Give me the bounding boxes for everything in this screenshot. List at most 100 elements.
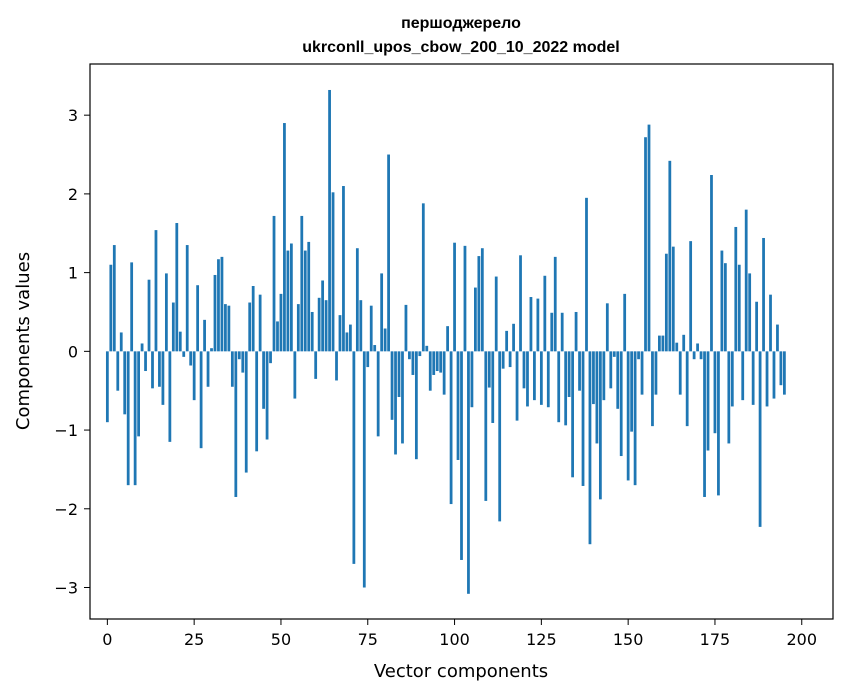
bar xyxy=(658,335,661,352)
bar xyxy=(699,351,703,360)
bar xyxy=(685,351,689,427)
bar xyxy=(175,223,179,352)
bar xyxy=(571,351,574,478)
chart-subtitle: ukrconll_upos_cbow_200_10_2022 model xyxy=(302,39,619,56)
x-tick-label: 150 xyxy=(613,630,644,649)
bar xyxy=(741,351,745,401)
bar xyxy=(355,248,359,352)
bar xyxy=(140,343,144,352)
bar xyxy=(116,351,120,391)
bar xyxy=(380,273,384,352)
bar xyxy=(477,256,481,352)
bar xyxy=(595,351,599,444)
bar xyxy=(654,351,658,395)
bar xyxy=(442,351,446,395)
x-tick-label: 200 xyxy=(786,630,817,649)
bar xyxy=(283,123,286,352)
bar xyxy=(262,351,265,409)
bar xyxy=(772,351,776,399)
y-tick-label: 1 xyxy=(68,264,78,283)
bar xyxy=(557,351,561,423)
bar xyxy=(241,351,245,373)
bar xyxy=(637,351,640,360)
bar xyxy=(227,305,231,352)
bar xyxy=(501,351,505,369)
bar xyxy=(404,304,408,352)
bar xyxy=(703,351,706,497)
y-tick-label: 2 xyxy=(68,185,78,204)
bar xyxy=(758,351,762,527)
bar xyxy=(352,351,356,564)
bar xyxy=(664,253,668,352)
bar xyxy=(560,312,564,352)
x-axis-ticks: 0 25 50 75 100 125 150 175 200 xyxy=(102,619,817,649)
bar xyxy=(158,351,161,387)
bar xyxy=(567,351,571,397)
x-tick-label: 75 xyxy=(358,630,378,649)
bar xyxy=(185,245,189,352)
bar xyxy=(616,351,620,409)
bar xyxy=(359,300,363,352)
bar xyxy=(644,137,647,352)
bar xyxy=(765,351,769,407)
bar xyxy=(144,351,147,372)
bar xyxy=(706,351,710,451)
bar xyxy=(394,351,397,455)
bar xyxy=(279,293,283,352)
bar xyxy=(349,324,352,352)
bar xyxy=(338,315,342,352)
bar xyxy=(182,351,186,357)
bar xyxy=(265,351,269,440)
bar xyxy=(133,351,137,486)
bar xyxy=(258,294,262,352)
bar xyxy=(612,351,616,357)
bar xyxy=(321,280,325,352)
bar xyxy=(401,351,404,444)
bar xyxy=(494,276,498,352)
bar xyxy=(387,154,390,352)
bar xyxy=(248,302,252,352)
bar xyxy=(623,293,627,352)
bar xyxy=(151,351,154,389)
bar xyxy=(460,351,463,560)
bar xyxy=(546,351,550,408)
bar xyxy=(543,275,547,352)
bar xyxy=(286,250,290,352)
bar xyxy=(244,351,248,473)
bar xyxy=(484,351,488,501)
bar xyxy=(220,256,224,352)
bar xyxy=(744,209,748,352)
bar xyxy=(373,345,377,352)
bar xyxy=(769,294,772,352)
bar xyxy=(161,351,165,405)
bar xyxy=(619,351,623,457)
bar xyxy=(432,351,436,375)
bar xyxy=(335,351,338,381)
bar xyxy=(539,351,543,405)
bar xyxy=(609,351,613,389)
bar xyxy=(314,351,318,379)
bar xyxy=(696,343,699,352)
bar xyxy=(411,351,415,375)
bar xyxy=(428,351,432,391)
bar xyxy=(776,324,779,352)
bar xyxy=(578,351,581,391)
y-axis-ticks: −3 −2 −1 0 1 2 3 xyxy=(54,106,90,598)
bar xyxy=(508,351,512,368)
bar xyxy=(529,297,533,352)
bar xyxy=(533,351,536,401)
bar xyxy=(130,262,134,352)
bar xyxy=(213,274,217,352)
bar xyxy=(588,351,592,545)
bar xyxy=(414,351,418,460)
bar xyxy=(418,351,422,357)
bar xyxy=(397,351,401,397)
x-tick-label: 25 xyxy=(184,630,204,649)
bar xyxy=(307,241,311,352)
bar xyxy=(272,215,276,352)
bar xyxy=(720,250,724,352)
bar xyxy=(296,304,300,352)
bar xyxy=(515,351,519,421)
bar xyxy=(592,351,595,405)
bar xyxy=(289,243,293,352)
